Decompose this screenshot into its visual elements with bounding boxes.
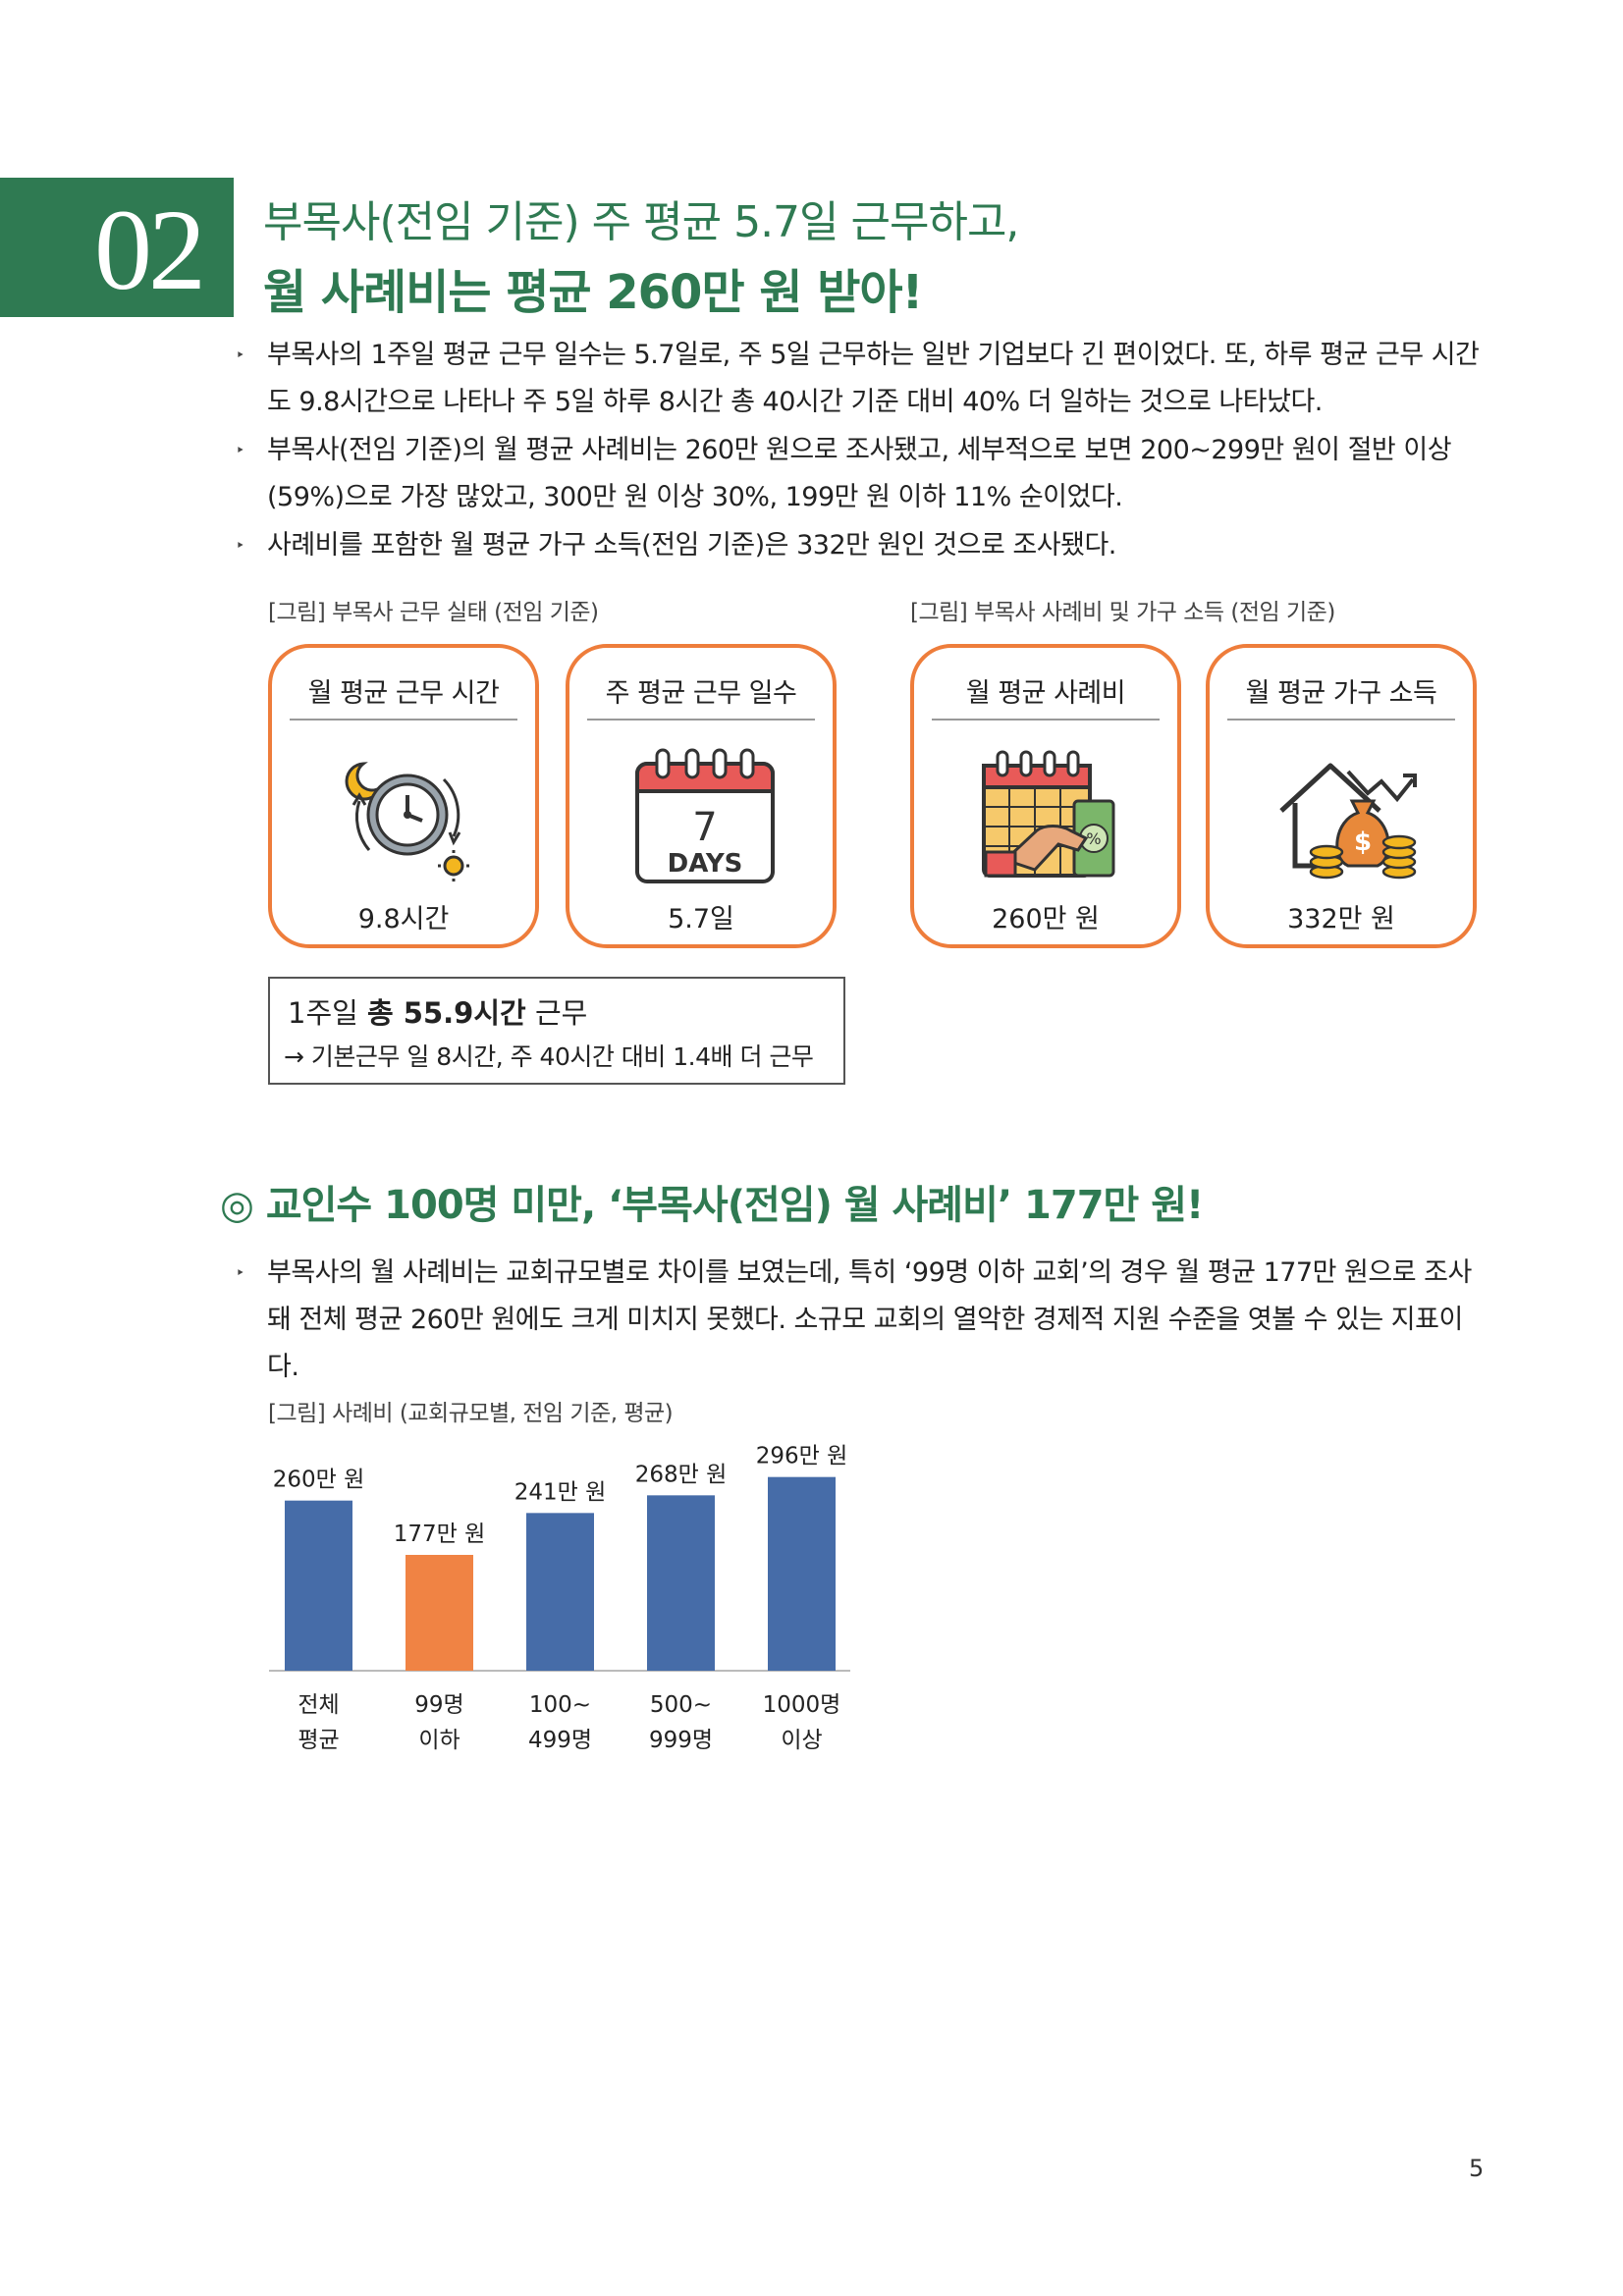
summary-line2: → 기본근무 일 8시간, 주 40시간 대비 1.4배 더 근무 [284,1042,814,1071]
chart-caption: [그림] 사례비 (교회규모별, 전임 기준, 평균) [268,1401,674,1426]
data-label-1: 177만 원 [394,1522,486,1547]
bullet-item: ‣ 부목사의 1주일 평균 근무 일수는 5.7일로, 주 5일 근무하는 일반… [236,332,1481,426]
card-value: 332만 원 [1287,904,1395,934]
card-weekly-work-days: 주 평균 근무 일수 7 DAYS 5.7일 [566,644,837,948]
card-divider [932,719,1160,721]
bullet-item: ‣ 사례비를 포함한 월 평균 가구 소득(전임 기준)은 332만 원인 것으… [236,522,1481,569]
card-title: 월 평균 사례비 [965,678,1126,709]
page-title-line1: 부목사(전임 기준) 주 평균 5.7일 근무하고, [263,197,1019,247]
figure1-caption: [그림] 부목사 근무 실태 (전임 기준) [268,600,599,625]
section2-title: ◎ 교인수 100명 미만, ‘부목사(전임) 월 사례비’ 177만 원! [220,1183,1204,1228]
summary-line1: 1주일 총 55.9시간 근무 [288,996,588,1030]
bullet-text: 부목사의 1주일 평균 근무 일수는 5.7일로, 주 5일 근무하는 일반 기… [267,340,1480,417]
bar-1 [406,1555,473,1671]
card-title: 주 평균 근무 일수 [605,678,797,709]
category-label-4-0: 1000명 [763,1692,841,1718]
bar-4 [768,1476,836,1671]
card-value: 5.7일 [668,904,734,934]
bullet-text: 사례비를 포함한 월 평균 가구 소득(전임 기준)은 332만 원인 것으로 … [267,530,1116,561]
dollar-sign: $ [1354,828,1372,857]
category-label-1-0: 99명 [414,1692,463,1718]
section-number: 02 [94,186,206,314]
category-label-3-0: 500~ [650,1692,712,1718]
bullet-text: 부목사의 월 사례비는 교회규모별로 차이를 보였는데, 특히 ‘99명 이하 … [267,1257,1472,1382]
bullet-item: ‣ 부목사의 월 사례비는 교회규모별로 차이를 보였는데, 특히 ‘99명 이… [236,1250,1481,1391]
summary-box: 1주일 총 55.9시간 근무 → 기본근무 일 8시간, 주 40시간 대비 … [268,977,845,1085]
bullet-mark: ‣ [236,1263,244,1282]
house-money-bag-icon: $ [1279,763,1417,880]
calendar-money-hand-icon: % [982,750,1115,878]
data-label-2: 241만 원 [514,1479,607,1505]
bullet-mark: ‣ [236,346,244,364]
data-label-3: 268만 원 [635,1462,728,1487]
card-divider [290,719,517,721]
category-label-1-1: 이하 [418,1728,460,1753]
category-label-2-1: 499명 [528,1728,592,1753]
card-monthly-salary: 월 평균 사례비 % 260만 원 [910,644,1181,948]
data-label-4: 296만 원 [756,1444,848,1469]
category-label-0-1: 평균 [298,1728,339,1753]
card-title: 월 평균 가구 소득 [1245,678,1437,709]
figure2-caption: [그림] 부목사 사례비 및 가구 소득 (전임 기준) [910,600,1335,625]
page-title-line2: 월 사례비는 평균 260만 원 받아! [263,265,923,320]
card-value: 260만 원 [992,904,1100,934]
calendar-label: DAYS [668,849,743,879]
page-number: 5 [1469,2155,1485,2182]
card-monthly-work-hours: 월 평균 근무 시간 9.8시간 [268,644,539,948]
percent-sign: % [1086,829,1101,848]
card-divider [1227,719,1455,721]
category-label-3-1: 999명 [649,1728,713,1753]
bar-0 [285,1500,352,1671]
card-household-income: 월 평균 가구 소득 $ 332만 원 [1206,644,1477,948]
card-title: 월 평균 근무 시간 [307,678,500,709]
clock-day-night-icon [345,762,469,881]
data-label-0: 260만 원 [273,1468,365,1493]
bullet-mark: ‣ [236,536,244,555]
category-label-2-0: 100~ [529,1692,591,1718]
bar-2 [526,1513,594,1671]
category-label-4-1: 이상 [781,1728,822,1753]
category-label-0-0: 전체 [298,1692,339,1718]
bar-3 [647,1495,715,1671]
bullet-item: ‣ 부목사(전임 기준)의 월 평균 사례비는 260만 원으로 조사됐고, 세… [236,427,1481,521]
card-divider [587,719,815,721]
bullet-mark: ‣ [236,441,244,459]
calendar-number: 7 [692,805,717,850]
card-value: 9.8시간 [357,904,450,934]
section-number-box [0,178,234,317]
calendar-7-days-icon: 7 DAYS [635,748,775,883]
summary-bold: 총 55.9시간 [367,996,526,1030]
bullet-text: 부목사(전임 기준)의 월 평균 사례비는 260만 원으로 조사됐고, 세부적… [267,435,1452,512]
